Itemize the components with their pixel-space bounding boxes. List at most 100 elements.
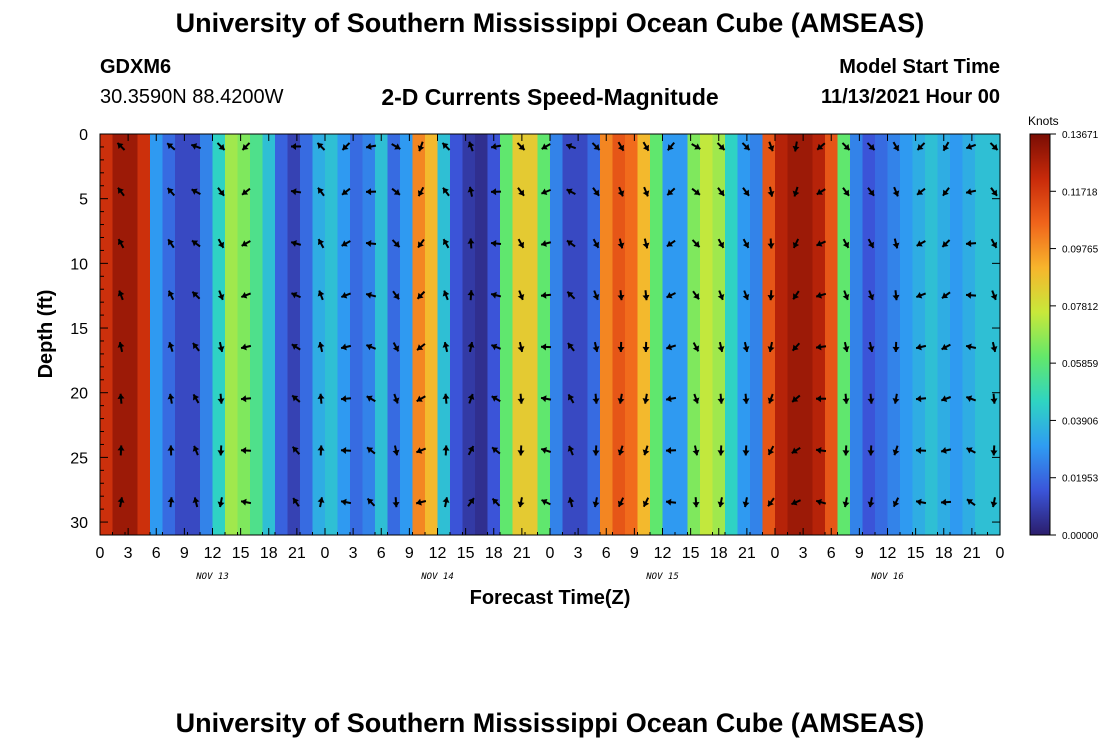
heatmap-column	[900, 134, 914, 535]
current-arrow	[767, 141, 775, 152]
current-arrow	[990, 497, 998, 508]
current-arrow	[717, 341, 725, 353]
heatmap-column	[700, 134, 714, 535]
current-arrow	[617, 238, 625, 249]
current-arrow	[317, 393, 325, 404]
heatmap-column	[762, 134, 776, 535]
current-arrow	[540, 343, 552, 351]
current-arrow	[691, 187, 701, 196]
heatmap-column	[150, 134, 164, 535]
x-tick-label: 3	[574, 545, 583, 562]
x-tick-label: 15	[232, 545, 250, 562]
current-arrow	[742, 445, 750, 456]
current-arrow	[442, 393, 450, 404]
current-arrow	[192, 445, 200, 456]
current-arrow	[566, 291, 576, 300]
current-arrow	[666, 292, 676, 299]
current-arrow	[391, 143, 401, 150]
current-arrow	[791, 446, 801, 454]
current-arrow	[216, 142, 226, 151]
heatmap-column	[387, 134, 401, 535]
current-arrow	[642, 186, 650, 197]
current-arrow	[642, 290, 650, 301]
current-arrow	[442, 445, 450, 456]
current-arrow	[167, 238, 175, 249]
heatmap-column	[462, 134, 476, 535]
current-arrow	[965, 239, 977, 247]
heatmap-column	[862, 134, 876, 535]
current-arrow	[892, 238, 900, 249]
model-start-value: 11/13/2021 Hour 00	[820, 86, 1000, 108]
current-arrow	[767, 393, 775, 404]
heatmap-column	[925, 134, 939, 535]
x-tick-label: 3	[799, 545, 808, 562]
current-arrow	[491, 497, 501, 507]
heatmap-column	[912, 134, 926, 535]
current-arrow	[167, 445, 175, 456]
heatmap-column	[475, 134, 489, 535]
x-tick-label: 3	[124, 545, 133, 562]
current-arrow	[842, 341, 850, 353]
heatmap-column	[275, 134, 289, 535]
current-arrow	[767, 186, 775, 197]
current-arrow	[291, 394, 301, 403]
current-arrow	[340, 395, 352, 403]
current-arrow	[867, 187, 875, 197]
current-arrow	[791, 394, 801, 403]
day-label: NOV 13	[195, 572, 229, 582]
current-arrow	[842, 290, 850, 301]
current-arrow	[417, 141, 425, 152]
x-tick-label: 0	[96, 545, 105, 562]
current-arrow	[491, 446, 501, 455]
current-arrow	[717, 238, 725, 249]
heatmap-column	[575, 134, 589, 535]
current-arrow	[192, 342, 200, 352]
current-arrow	[742, 238, 750, 249]
heatmap-column	[287, 134, 301, 535]
current-arrow	[442, 187, 450, 197]
current-arrow	[842, 187, 850, 197]
heatmap-column	[125, 134, 139, 535]
current-arrow	[167, 290, 175, 301]
current-arrow	[340, 343, 352, 351]
heatmap-column	[750, 134, 764, 535]
current-arrow	[467, 238, 475, 249]
current-arrow	[392, 342, 400, 352]
x-tick-label: 6	[602, 545, 611, 562]
current-arrow	[617, 497, 625, 508]
current-arrow	[867, 445, 875, 456]
current-arrow	[340, 446, 352, 454]
current-arrow	[517, 187, 525, 197]
current-arrow	[516, 142, 526, 151]
heatmap-column	[837, 134, 851, 535]
current-arrow	[567, 445, 575, 456]
current-arrow	[816, 395, 826, 403]
current-arrow	[241, 142, 251, 151]
heatmap-column	[812, 134, 826, 535]
current-arrow	[391, 239, 401, 248]
current-arrow	[815, 291, 827, 299]
current-arrow	[540, 188, 552, 195]
current-arrow	[940, 498, 952, 506]
current-arrow	[915, 498, 927, 506]
current-arrow	[592, 238, 600, 249]
current-arrow	[965, 188, 977, 196]
current-arrow	[990, 187, 998, 197]
current-arrow	[365, 291, 377, 299]
current-arrow	[240, 395, 252, 403]
x-axis: 0 3 6 9 12 15 18 21 0 3 6 9 12 15 18 21 0 3 6 9 12 15 18 21 0 3 6 9…	[96, 134, 1005, 582]
current-arrow	[392, 290, 400, 300]
heatmap-column	[137, 134, 151, 535]
current-arrow	[742, 341, 750, 353]
heatmap-column	[412, 134, 426, 535]
current-arrow	[591, 142, 601, 151]
current-arrow	[892, 186, 900, 197]
current-arrow	[217, 445, 225, 456]
current-arrow	[240, 291, 252, 299]
current-arrow	[767, 341, 775, 353]
current-arrow	[467, 341, 475, 353]
current-arrow	[442, 497, 450, 508]
heatmap-column	[975, 134, 989, 535]
current-arrow	[241, 240, 251, 247]
current-arrow	[116, 142, 126, 151]
